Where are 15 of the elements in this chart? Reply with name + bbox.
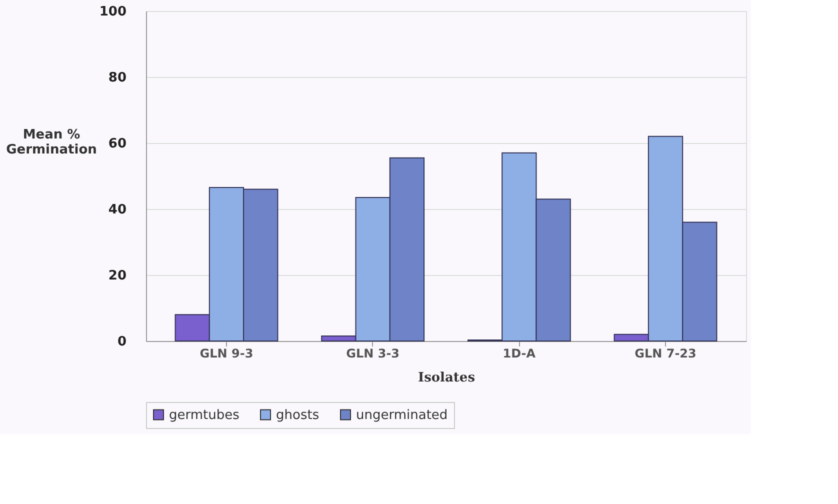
y-tick-label: 60 (108, 136, 126, 152)
x-tick-label: GLN 3-3 (346, 346, 400, 360)
legend-label: germtubes (169, 408, 240, 423)
y-axis-title: Mean % Germination (6, 128, 97, 158)
y-tick-label: 100 (99, 4, 126, 20)
x-tick-label: 1D-A (502, 346, 536, 360)
y-tick-label: 40 (108, 202, 126, 218)
y-tick-label: 20 (108, 268, 126, 284)
x-tick-label: GLN 9-3 (200, 346, 254, 360)
y-tick-label: 0 (117, 334, 126, 350)
legend-label: ungerminated (356, 408, 448, 423)
x-axis-title: Isolates (418, 370, 476, 386)
legend-label: ghosts (276, 408, 320, 423)
y-tick-label: 80 (108, 70, 126, 86)
x-tick-label: GLN 7-23 (634, 346, 696, 360)
